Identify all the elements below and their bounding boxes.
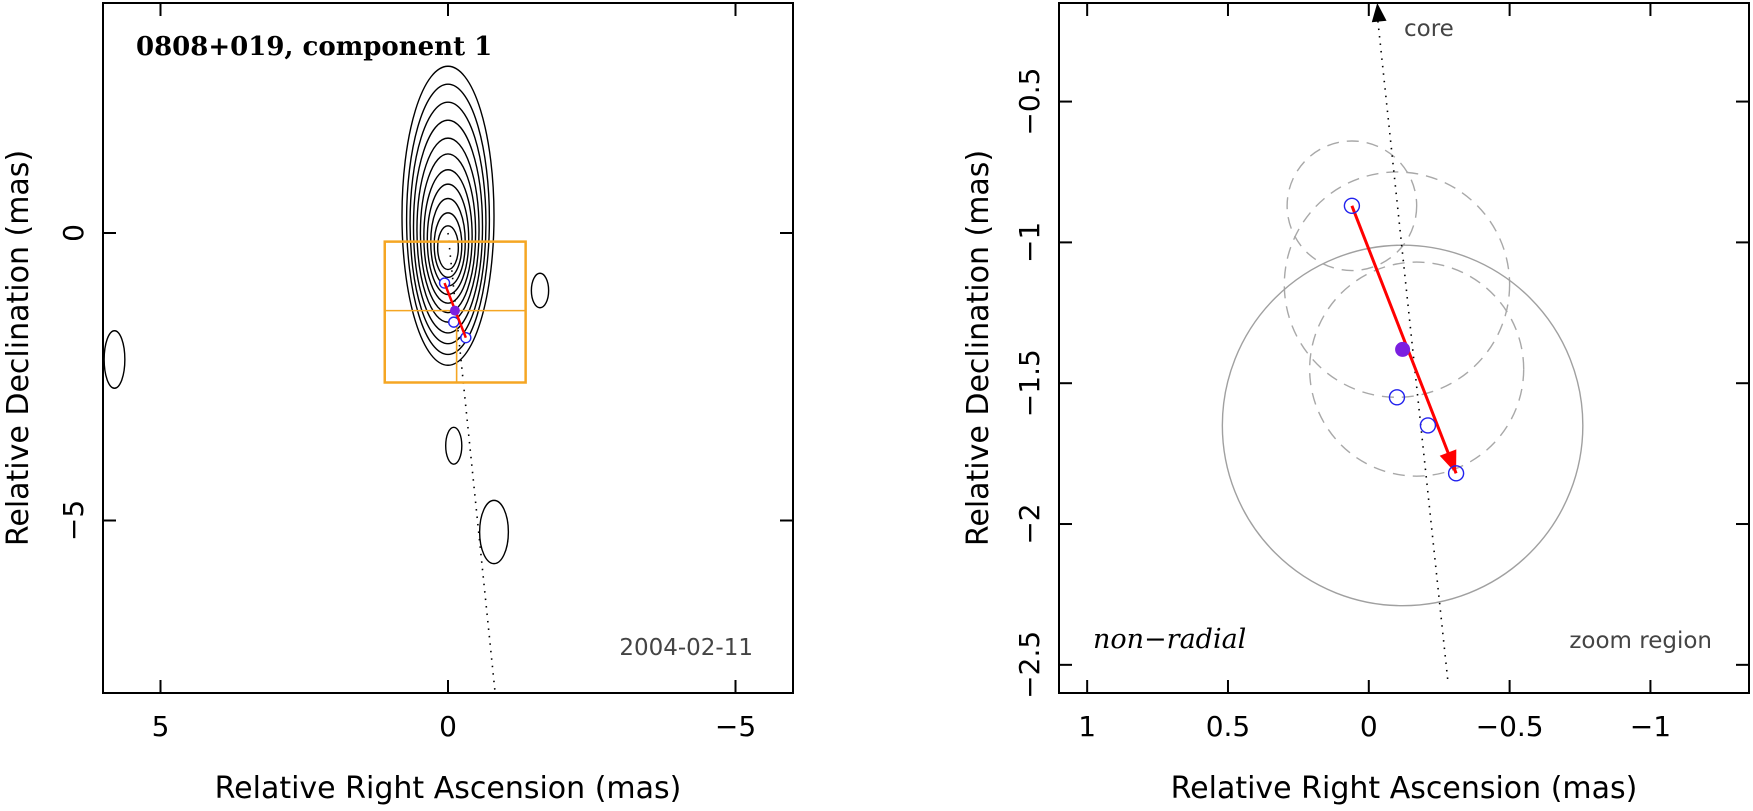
right-core-label: core xyxy=(1404,16,1454,42)
contour-line xyxy=(433,212,463,278)
left-plot-area xyxy=(103,65,550,694)
contour-line xyxy=(419,153,477,314)
contour-line xyxy=(412,119,484,334)
right-motion-type-label: non−radial xyxy=(1093,624,1246,655)
left-date-label: 2004-02-11 xyxy=(619,635,753,661)
right-y-tick-label: −1 xyxy=(1013,222,1046,263)
left-x-tick-label: 0 xyxy=(439,710,457,743)
zoom-box xyxy=(383,240,527,384)
contour-line xyxy=(423,169,473,304)
component-size-circle xyxy=(1221,244,1584,607)
component-size-circle xyxy=(1283,171,1511,398)
right-x-axis-label: Relative Right Ascension (mas) xyxy=(1171,771,1638,806)
contour-line xyxy=(401,65,495,366)
component-size-circle xyxy=(1286,140,1418,272)
right-zoom-region-label: zoom region xyxy=(1569,628,1712,654)
contour-line xyxy=(409,101,487,345)
position-marker xyxy=(1388,389,1406,406)
core-direction-line xyxy=(1376,14,1449,680)
component-size-circle xyxy=(1308,261,1525,477)
contour-island xyxy=(445,426,463,465)
left-x-axis-label: Relative Right Ascension (mas) xyxy=(215,771,682,806)
contour-island xyxy=(478,499,510,565)
position-marker xyxy=(1419,417,1437,434)
contour-line xyxy=(436,225,460,271)
right-panel: 1 0.5 0 −0.5 −1 −0.5 −1 −1.5 −2 −2.5 core non−rad… xyxy=(961,2,1750,806)
left-y-tick-label: −5 xyxy=(57,500,90,541)
right-y-axis-label: Relative Declination (mas) xyxy=(961,150,996,546)
motion-vector xyxy=(1350,205,1458,474)
left-x-tick-label: 5 xyxy=(152,710,170,743)
right-y-tick-label: −0.5 xyxy=(1013,68,1046,136)
contour-island xyxy=(530,272,550,309)
motion-vector-head xyxy=(1439,449,1457,474)
right-plot-area xyxy=(1221,3,1584,680)
right-x-tick-label: −0.5 xyxy=(1476,710,1544,743)
left-x-tick-label: −5 xyxy=(715,710,756,743)
contour-line xyxy=(405,83,491,356)
left-y-axis-label: Relative Declination (mas) xyxy=(1,150,36,546)
position-marker xyxy=(1343,197,1361,214)
right-x-tick-label: 1 xyxy=(1078,710,1096,743)
left-y-tick-label: 0 xyxy=(57,224,90,242)
left-axis-ticks: 5 0 −5 0 −5 xyxy=(57,3,793,743)
right-y-tick-label: −2 xyxy=(1013,503,1046,544)
left-panel: 5 0 −5 0 −5 0808+019, component 1 2004-02-11… xyxy=(1,2,794,806)
right-y-tick-label: −2.5 xyxy=(1013,631,1046,699)
mean-position-marker xyxy=(1395,341,1411,357)
right-y-tick-label: −1.5 xyxy=(1013,349,1046,417)
right-axis-ticks: 1 0.5 0 −0.5 −1 −0.5 −1 −1.5 −2 −2.5 xyxy=(1013,3,1749,743)
contour-line xyxy=(416,137,480,323)
left-plot-title: 0808+019, component 1 xyxy=(136,32,492,62)
right-x-tick-label: 0.5 xyxy=(1206,710,1251,743)
right-plot-frame xyxy=(1058,2,1750,694)
right-x-tick-label: 0 xyxy=(1360,710,1378,743)
position-marker xyxy=(1447,465,1465,482)
jet-ridge-line xyxy=(447,232,496,694)
left-plot-frame xyxy=(102,2,794,694)
mean-position-marker xyxy=(449,305,460,316)
right-x-tick-label: −1 xyxy=(1630,710,1671,743)
contour-island xyxy=(103,330,126,389)
core-arrow-head xyxy=(1371,3,1387,23)
